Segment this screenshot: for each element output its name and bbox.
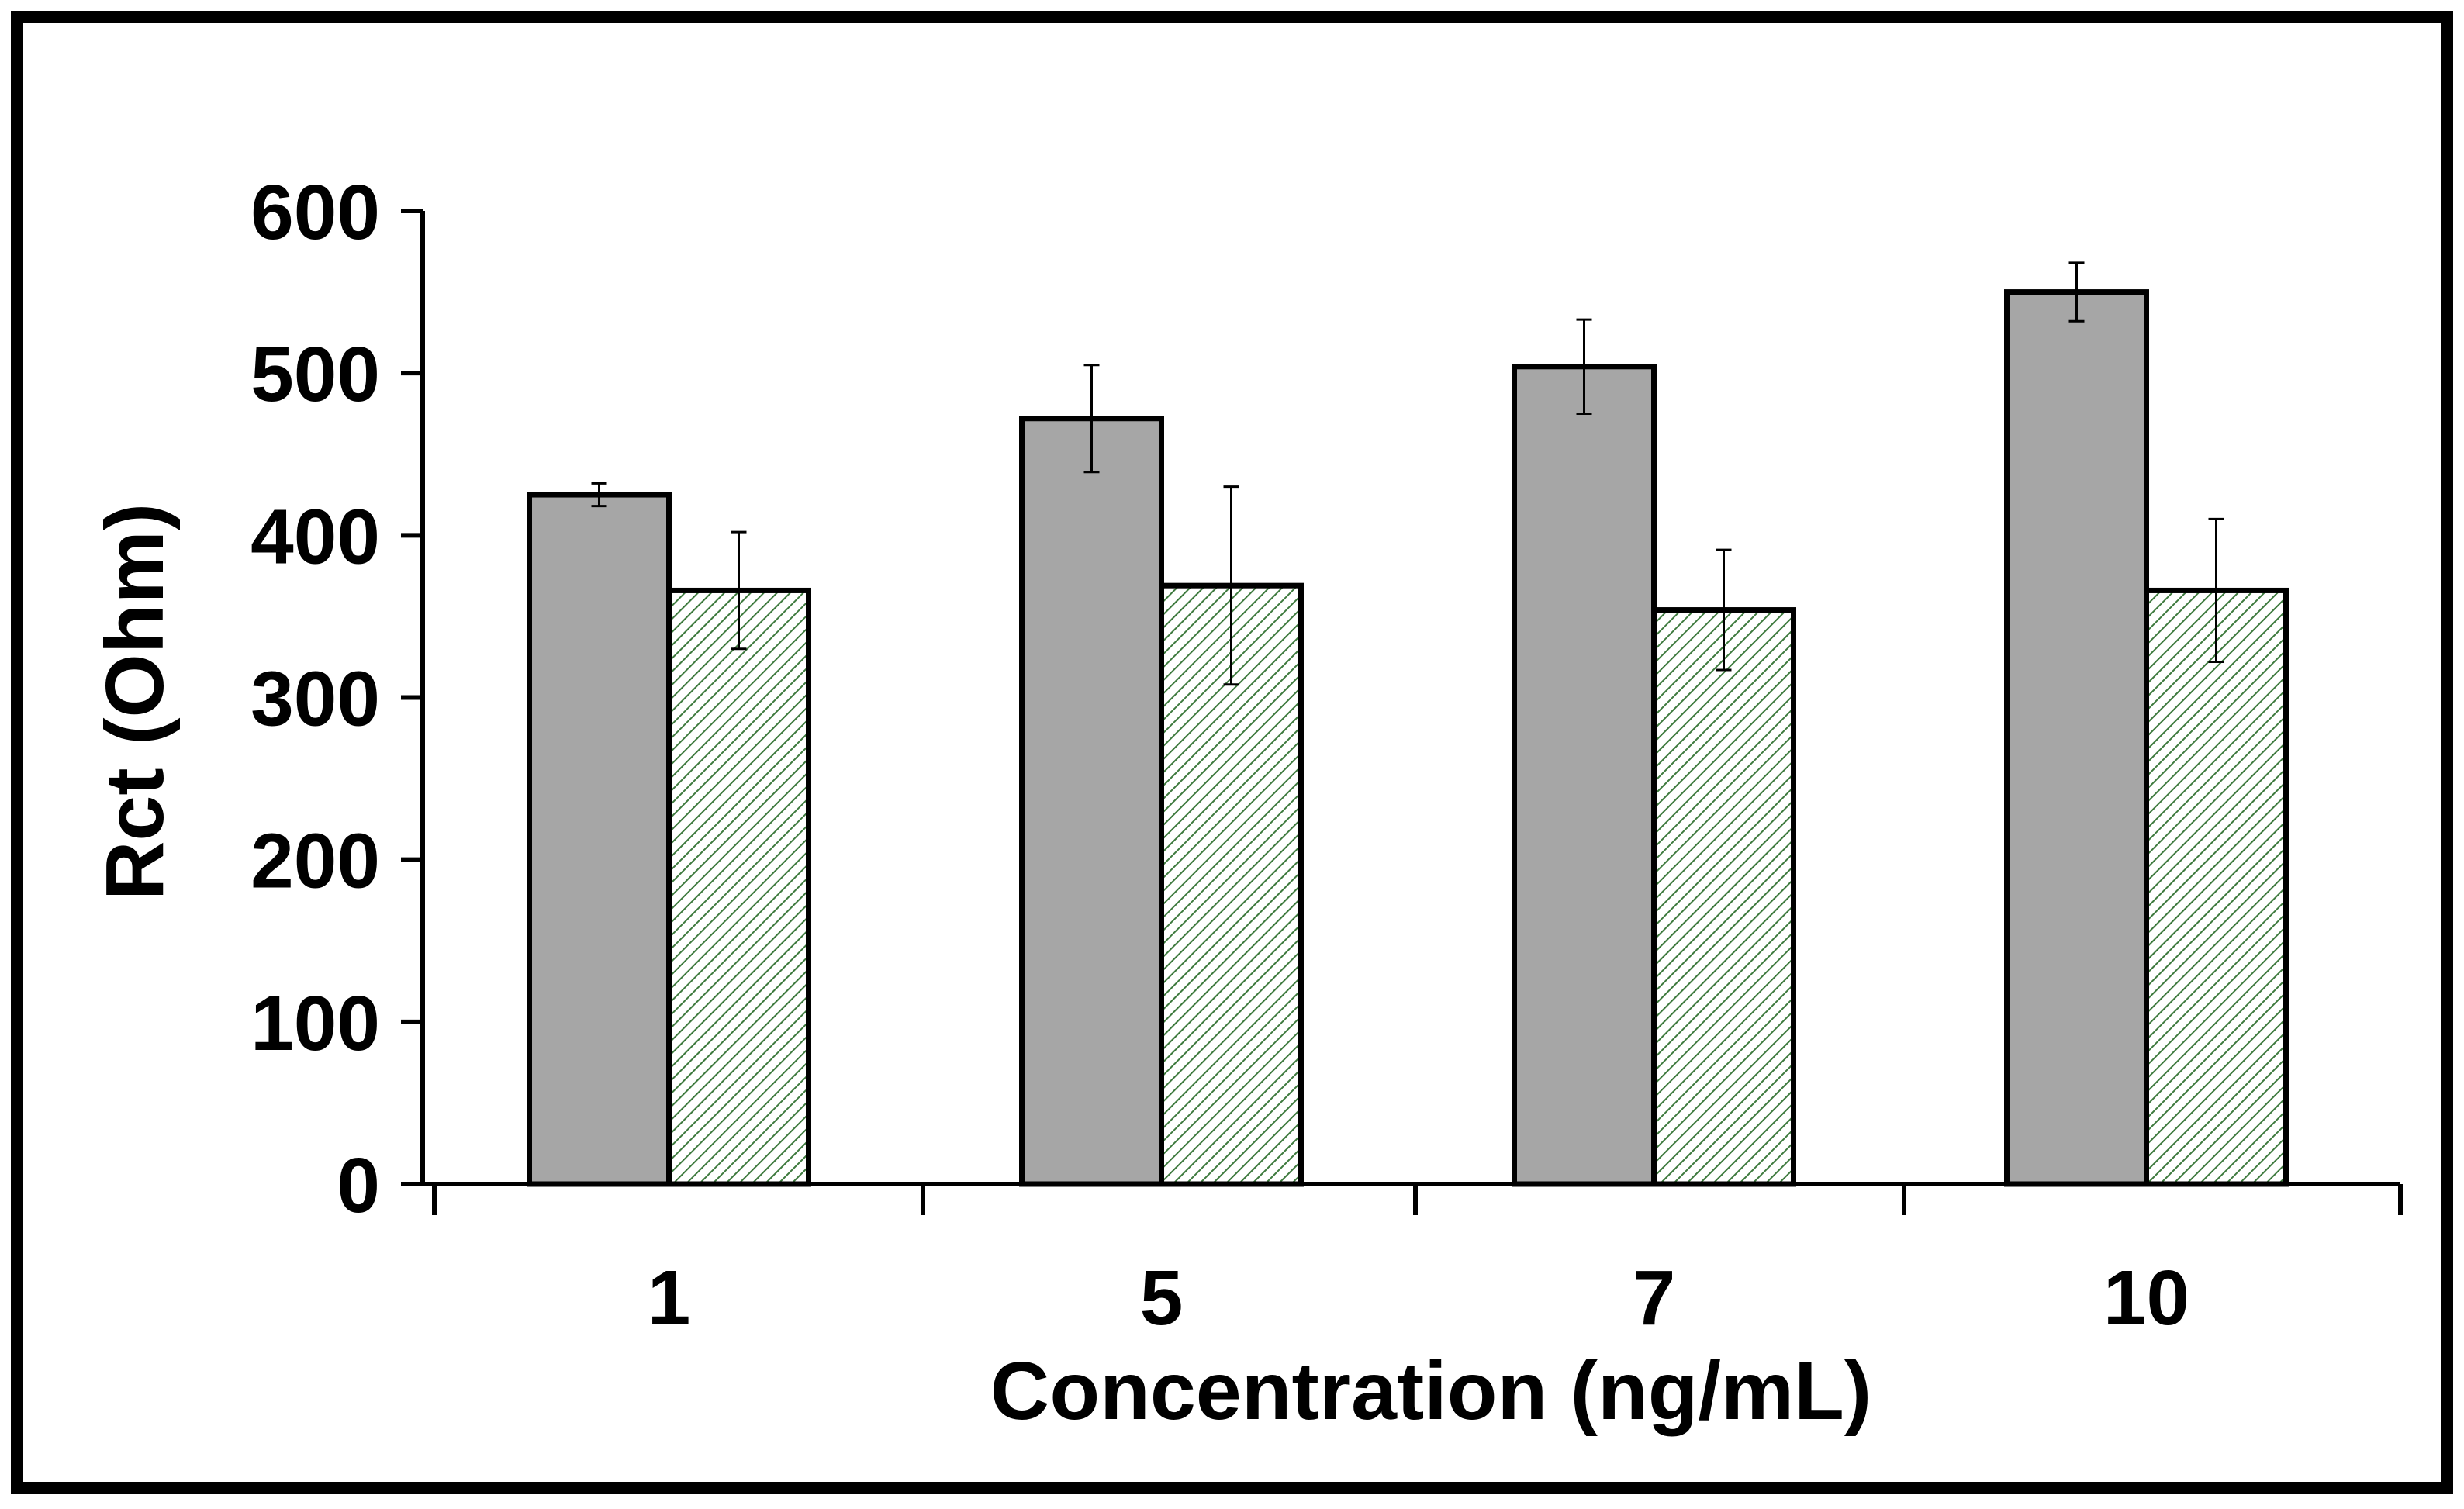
bar-series2-cat-1 bbox=[666, 587, 811, 1187]
bar-series1-cat-10 bbox=[2004, 289, 2149, 1187]
y-tick-label: 100 bbox=[251, 980, 380, 1067]
y-tick-label: 300 bbox=[251, 656, 380, 743]
y-axis: 0 100 200 300 400 500 600 bbox=[251, 169, 425, 1229]
y-tick-label: 200 bbox=[251, 818, 380, 905]
bar-series2-cat-10 bbox=[2144, 587, 2289, 1187]
x-axis: 1 5 7 10 bbox=[423, 1182, 2403, 1342]
bar-series2-cat-7 bbox=[1651, 607, 1796, 1187]
error-bars-group bbox=[591, 261, 2224, 686]
x-tick-label: 10 bbox=[2103, 1255, 2189, 1342]
x-axis-label: Concentration (ng/mL) bbox=[990, 1345, 1871, 1437]
y-tick-label: 600 bbox=[251, 169, 380, 256]
y-axis-label: Rct (Ohm) bbox=[89, 503, 181, 900]
y-tick-label: 400 bbox=[251, 493, 380, 580]
x-tick-label: 7 bbox=[1633, 1255, 1676, 1342]
bar-series1-cat-7 bbox=[1512, 364, 1657, 1187]
bars-group bbox=[527, 289, 2289, 1187]
bar-series1-cat-5 bbox=[1019, 416, 1164, 1187]
y-tick-label: 0 bbox=[337, 1142, 380, 1229]
x-tick-label: 5 bbox=[1140, 1255, 1184, 1342]
y-tick-label: 500 bbox=[251, 331, 380, 418]
x-tick-label: 1 bbox=[648, 1255, 691, 1342]
bar-series1-cat-1 bbox=[527, 492, 672, 1187]
